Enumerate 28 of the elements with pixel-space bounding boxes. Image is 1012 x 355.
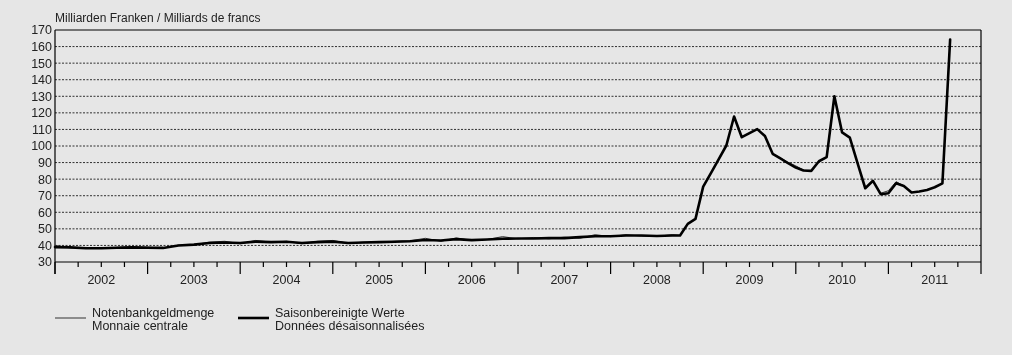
y-tick-label: 80 xyxy=(38,172,53,187)
y-tick-label: 170 xyxy=(31,23,53,38)
y-axis-title: Milliarden Franken / Milliards de francs xyxy=(55,11,261,25)
y-tick-label: 110 xyxy=(32,122,53,137)
y-tick-label: 90 xyxy=(38,155,53,170)
x-tick-label: 2002 xyxy=(87,273,116,287)
y-tick-label: 50 xyxy=(38,222,53,237)
y-tick-label: 160 xyxy=(31,39,53,54)
x-tick-label: 2006 xyxy=(457,273,486,287)
x-tick-label: 2009 xyxy=(735,273,764,287)
x-tick-label: 2003 xyxy=(179,273,208,287)
legend-label: Notenbankgeldmenge Monnaie centrale xyxy=(92,306,215,333)
x-tick-label: 2004 xyxy=(272,273,301,287)
y-tick-label: 40 xyxy=(38,238,53,253)
x-tick-label: 2008 xyxy=(642,273,671,287)
y-tick-label: 130 xyxy=(31,89,53,104)
y-tick-label: 120 xyxy=(31,106,53,121)
legend-label: Saisonbereinigte Werte Données désaisonnalisées xyxy=(275,306,425,333)
y-tick-label: 60 xyxy=(38,205,53,220)
x-tick-label: 2010 xyxy=(828,273,857,287)
y-tick-label: 30 xyxy=(38,255,53,270)
x-tick-label: 2007 xyxy=(550,273,579,287)
x-tick-label: 2011 xyxy=(921,273,949,287)
y-tick-label: 150 xyxy=(31,56,53,71)
y-tick-label: 140 xyxy=(31,73,53,88)
y-tick-label: 70 xyxy=(38,189,53,204)
y-tick-label: 100 xyxy=(31,139,53,154)
x-tick-label: 2005 xyxy=(365,273,394,287)
